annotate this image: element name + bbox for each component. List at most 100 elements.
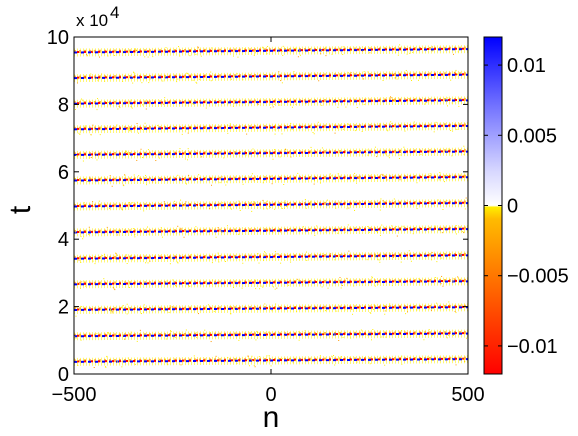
speckle [379,209,381,211]
speckle [423,339,425,341]
speckle [113,287,115,289]
speckle [400,257,402,259]
speckle [262,286,264,288]
speckle [264,303,266,305]
speckle [185,182,187,184]
speckle [299,175,301,177]
speckle [255,288,257,290]
speckle [79,287,81,289]
speckle [248,365,250,367]
speckle [179,55,181,57]
speckle [278,50,280,52]
speckle [442,285,444,287]
y-tick-label: 6 [58,162,69,184]
speckle [185,329,187,331]
speckle [272,232,274,234]
speckle [133,72,135,74]
speckle [146,226,148,228]
speckle [340,150,342,152]
speckle [116,254,118,256]
speckle [210,341,212,343]
speckle [266,208,268,210]
speckle [290,156,292,158]
speckle [420,280,422,282]
speckle [188,284,190,286]
speckle [295,48,297,50]
speckle [258,262,260,264]
speckle [178,46,180,48]
speckle [284,48,286,50]
speckle [431,256,433,258]
speckle [256,103,258,105]
speckle [83,359,85,361]
speckle [149,50,151,52]
speckle [356,107,358,109]
speckle [448,301,450,303]
speckle [412,51,414,53]
speckle [211,184,213,186]
speckle [337,173,339,175]
speckle [414,333,416,335]
speckle [173,259,175,261]
speckle [389,256,391,258]
speckle [431,50,433,52]
speckle [457,101,459,103]
speckle [272,158,274,160]
speckle [401,330,403,332]
speckle [270,365,272,367]
speckle [109,334,111,336]
speckle [141,129,143,131]
speckle [214,282,216,284]
speckle [188,174,190,176]
speckle [299,50,301,52]
speckle [289,358,291,360]
speckle [428,75,430,77]
speckle [460,254,462,256]
speckle [115,258,117,260]
speckle [368,361,370,363]
speckle [227,103,229,105]
speckle [395,76,397,78]
speckle [210,80,212,82]
speckle [150,204,152,206]
speckle [444,123,446,125]
speckle [139,179,141,181]
speckle [342,336,344,338]
speckle [211,177,213,179]
speckle [255,52,257,54]
speckle [302,284,304,286]
speckle [444,181,446,183]
speckle [78,259,80,261]
speckle [185,183,187,185]
speckle [410,260,412,262]
x-tick-label: 500 [451,384,484,406]
speckle [377,259,379,261]
speckle [433,131,435,133]
speckle [136,340,138,342]
speckle [302,280,304,282]
speckle [134,233,136,235]
speckle [325,55,327,57]
speckle [430,359,432,361]
speckle [181,204,183,206]
speckle [195,205,197,207]
speckle [385,177,387,179]
speckle [229,151,231,153]
speckle [356,361,358,363]
speckle [374,175,376,177]
speckle [86,54,88,56]
speckle [424,103,426,105]
speckle [130,106,132,108]
y-tick-label: 4 [58,229,69,251]
speckle [97,98,99,100]
speckle [382,174,384,176]
speckle [376,156,378,158]
speckle [396,150,398,152]
speckle [239,209,241,211]
speckle [422,126,424,128]
speckle [295,103,297,105]
speckle [391,285,393,287]
speckle [359,332,361,334]
speckle [304,330,306,332]
speckle [451,155,453,157]
